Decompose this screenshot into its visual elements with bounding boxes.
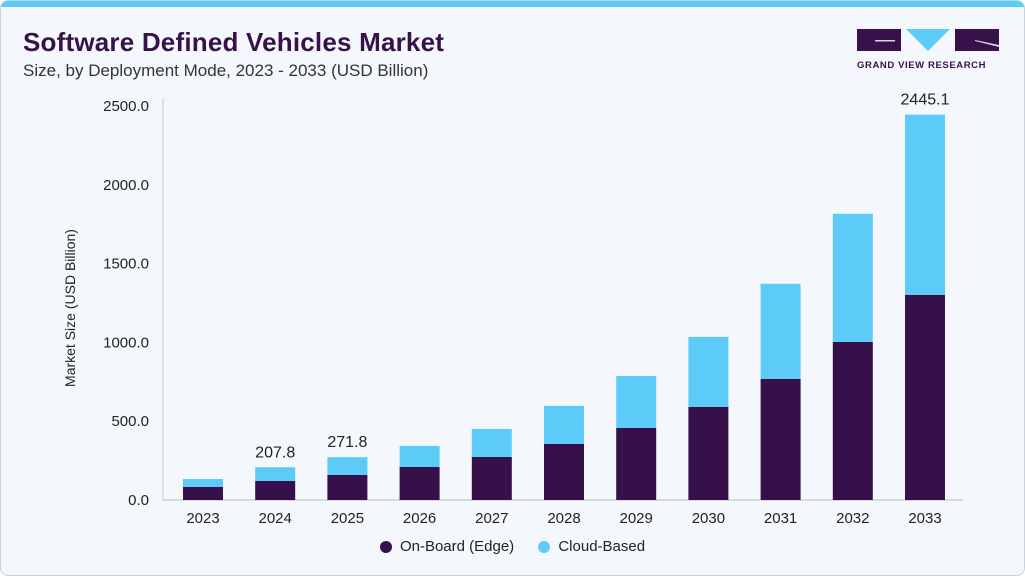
x-tick-label: 2033	[908, 510, 941, 527]
x-tick-label: 2029	[620, 510, 653, 527]
bar-edge-2033	[905, 294, 945, 500]
x-tick-label: 2031	[764, 510, 797, 527]
data-label-2024: 207.8	[255, 444, 295, 461]
bar-cloud-2025	[327, 457, 368, 475]
legend-item-cloud[interactable]: Cloud-Based	[538, 538, 645, 555]
grand-view-research-logo	[857, 29, 999, 51]
bar-cloud-2026	[399, 445, 440, 467]
bar-cloud-2033	[905, 114, 945, 295]
bar-edge-2025	[327, 474, 368, 500]
bar-cloud-2031	[760, 283, 801, 379]
bar-edge-2031	[760, 378, 801, 500]
bar-edge-2023	[183, 486, 223, 500]
bar-edge-2029	[616, 427, 657, 500]
legend: On-Board (Edge) Cloud-Based	[0, 538, 1025, 557]
y-tick-label: 1000.0	[103, 334, 149, 351]
legend-swatch-cloud	[538, 540, 551, 553]
chart-subtitle: Size, by Deployment Mode, 2023 - 2033 (U…	[23, 61, 429, 80]
bar-edge-2026	[399, 466, 440, 500]
bar-cloud-2024	[255, 467, 296, 481]
bar-edge-2024	[255, 480, 296, 500]
bar-cloud-2023	[183, 479, 223, 487]
bar-cloud-2032	[832, 213, 873, 342]
data-label-2033: 2445.1	[901, 92, 950, 109]
x-tick-label: 2025	[331, 510, 364, 527]
accent-bar	[1, 1, 1024, 7]
y-tick-label: 2000.0	[103, 177, 149, 194]
legend-swatch-edge	[379, 540, 392, 553]
y-tick-label: 500.0	[111, 413, 149, 430]
legend-label-edge: On-Board (Edge)	[399, 538, 515, 555]
x-tick-label: 2026	[403, 510, 436, 527]
legend-label-cloud: Cloud-Based	[558, 538, 646, 555]
bar-edge-2027	[471, 456, 512, 500]
x-tick-label: 2030	[692, 510, 725, 527]
legend-item-edge[interactable]: On-Board (Edge)	[379, 538, 515, 555]
bar-cloud-2030	[688, 336, 729, 407]
data-label-2025: 271.8	[327, 434, 367, 451]
y-tick-label: 0.0	[128, 492, 149, 509]
logo-text: GRAND VIEW RESEARCH	[857, 60, 987, 71]
x-tick-label: 2027	[475, 510, 508, 527]
bar-cloud-2027	[471, 428, 512, 457]
y-tick-label: 2500.0	[103, 98, 149, 115]
bar-edge-2030	[688, 406, 729, 500]
x-tick-label: 2023	[186, 510, 219, 527]
x-tick-label: 2028	[547, 510, 580, 527]
y-axis-title: Market Size (USD Billion)	[62, 229, 78, 387]
x-tick-label: 2032	[836, 510, 869, 527]
bar-cloud-2029	[616, 375, 657, 428]
bar-edge-2032	[832, 341, 873, 500]
y-tick-label: 1500.0	[103, 256, 149, 273]
bar-cloud-2028	[544, 405, 584, 444]
bar-edge-2028	[544, 443, 584, 500]
chart-title: Software Defined Vehicles Market	[23, 27, 445, 57]
x-tick-label: 2024	[259, 510, 292, 527]
